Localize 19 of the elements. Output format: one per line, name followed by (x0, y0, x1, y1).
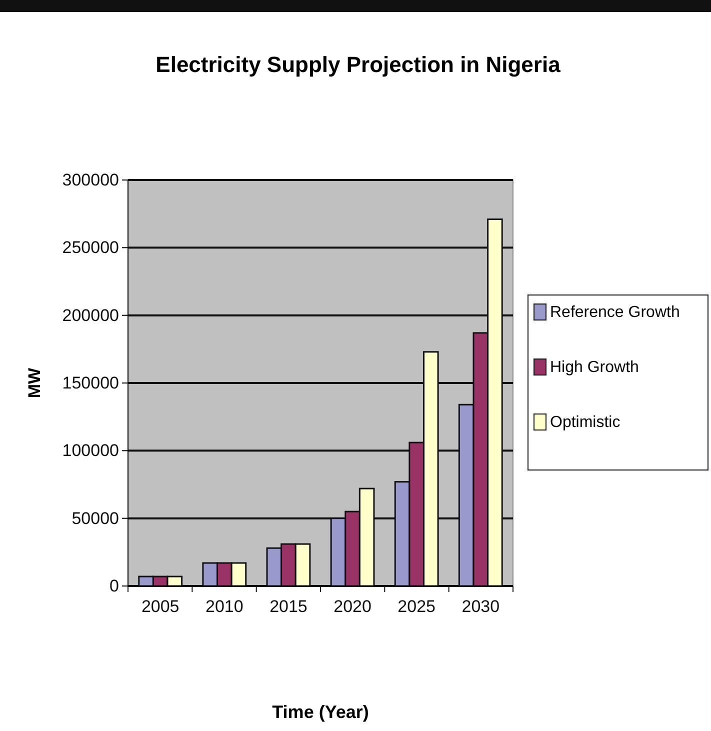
y-tick-label: 50000 (72, 508, 119, 528)
y-tick-label: 100000 (62, 441, 119, 460)
x-tick-label: 2005 (141, 597, 180, 616)
y-tick-label: 200000 (62, 306, 119, 325)
y-tick-label: 0 (110, 576, 119, 596)
x-tick-label: 2030 (462, 597, 500, 616)
legend-label: High Growth (550, 359, 639, 376)
x-axis-title: Time (Year) (272, 702, 369, 722)
legend-label: Optimistic (550, 414, 620, 431)
y-tick-label: 150000 (62, 373, 119, 392)
y-axis-title: MW (25, 366, 44, 398)
x-tick-label: 2010 (205, 597, 244, 616)
legend-label: Reference Growth (550, 304, 680, 321)
x-tick-label: 2025 (398, 597, 436, 616)
x-tick-label: 2015 (270, 597, 308, 616)
chart-title: Electricity Supply Projection in Nigeria (156, 52, 562, 77)
y-tick-label: 300000 (62, 170, 119, 190)
y-tick-label: 250000 (62, 238, 119, 258)
x-tick-label: 2020 (334, 597, 372, 616)
